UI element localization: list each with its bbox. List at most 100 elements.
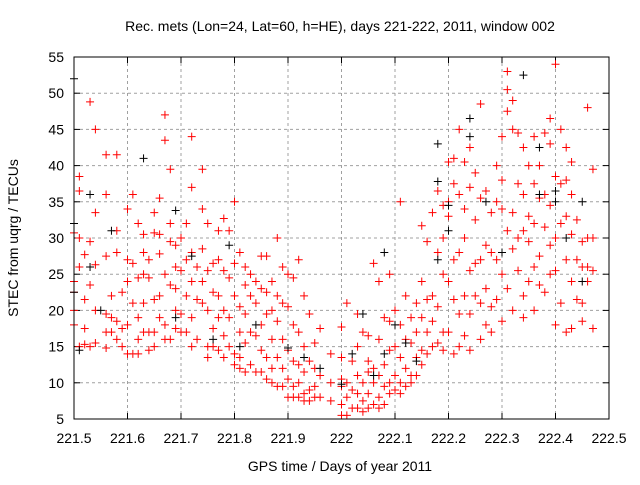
data-point-black (209, 335, 218, 344)
data-point-red (177, 266, 185, 275)
data-point-red (481, 284, 490, 293)
data-point-red (519, 291, 528, 300)
data-point-red (433, 302, 442, 311)
y-tick-label: 55 (48, 49, 64, 65)
data-point-red (583, 262, 592, 271)
data-point-red (385, 270, 394, 279)
data-point-black (444, 226, 453, 235)
data-point-red (284, 302, 292, 311)
data-point-red (546, 114, 555, 123)
data-point-red (150, 228, 159, 237)
data-point-red (225, 226, 234, 235)
data-point-red (487, 248, 496, 257)
data-point-red (198, 205, 207, 214)
data-point-red (588, 165, 597, 174)
data-point-red (455, 125, 464, 134)
data-point-red (471, 291, 480, 300)
data-point-black (235, 342, 244, 351)
data-point-red (257, 284, 266, 293)
data-point-red (498, 132, 506, 141)
data-point-red (364, 404, 373, 413)
data-point-red (465, 183, 474, 192)
data-point-red (439, 234, 448, 242)
data-point-red (337, 323, 346, 332)
data-point-red (107, 291, 116, 300)
data-point-red (225, 342, 234, 351)
data-point-red (187, 313, 196, 322)
data-point-red (102, 150, 111, 159)
data-point-red (471, 168, 480, 177)
data-point-red (444, 212, 453, 221)
data-point-red (230, 259, 239, 268)
x-tick-label: 221.5 (56, 430, 91, 446)
data-point-red (551, 60, 560, 69)
data-point-red (369, 259, 378, 268)
data-point-red (166, 165, 175, 174)
data-point-red (460, 331, 469, 340)
data-point-red (187, 342, 196, 351)
data-point-red (412, 299, 421, 308)
data-point-red (369, 378, 378, 387)
data-point-red (546, 139, 555, 148)
data-point-red (273, 291, 282, 300)
data-point-red (273, 317, 282, 326)
data-point-red (134, 335, 143, 344)
x-axis-label: GPS time / Days of year 2011 (248, 458, 432, 474)
data-point-red (551, 320, 560, 329)
data-point-red (171, 324, 180, 333)
data-point-black (75, 346, 84, 355)
data-point-red (412, 328, 421, 337)
data-point-red (562, 212, 571, 221)
data-point-red (182, 328, 191, 337)
data-point-red (572, 255, 581, 264)
data-point-red (449, 179, 458, 188)
data-point-red (556, 219, 565, 228)
data-point-red (423, 328, 432, 337)
data-point-red (177, 310, 185, 319)
data-point-black (578, 197, 587, 206)
data-point-red (417, 346, 426, 355)
data-point-red (209, 324, 218, 333)
data-point-red (380, 382, 389, 391)
data-point-red (524, 277, 533, 286)
data-point-red (230, 197, 239, 206)
data-point-red (294, 255, 303, 264)
data-point-red (160, 320, 169, 329)
data-point-red (80, 250, 89, 259)
data-point-red (535, 281, 544, 290)
data-point-red (460, 205, 469, 214)
data-point-red (465, 266, 474, 275)
data-point-red (481, 320, 490, 329)
data-point-red (439, 346, 448, 355)
data-point-red (75, 172, 84, 181)
data-point-red (508, 244, 517, 253)
data-point-red (374, 404, 383, 413)
data-point-red (337, 400, 346, 409)
data-point-black (139, 154, 148, 163)
data-point-red (246, 270, 255, 279)
data-point-red (187, 183, 196, 192)
data-point-red (460, 234, 469, 242)
data-point-red (465, 346, 474, 355)
data-point-red (155, 249, 164, 258)
data-point-red (348, 357, 357, 366)
data-point-red (524, 237, 533, 246)
data-point-black (578, 277, 587, 286)
data-point-red (241, 310, 250, 319)
data-point-red (540, 288, 549, 297)
data-point-red (225, 313, 234, 322)
data-point-red (294, 328, 303, 337)
data-point-red (144, 273, 153, 282)
data-point-black (433, 255, 442, 264)
data-point-red (187, 132, 196, 141)
data-point-red (487, 328, 496, 337)
x-tick-label: 221.9 (270, 430, 305, 446)
data-point-red (289, 320, 298, 329)
data-point-red (567, 190, 576, 199)
data-point-red (203, 306, 212, 315)
data-point-red (273, 234, 282, 242)
data-point-red (171, 262, 180, 271)
data-point-black (535, 143, 544, 152)
data-point-red (417, 221, 426, 230)
